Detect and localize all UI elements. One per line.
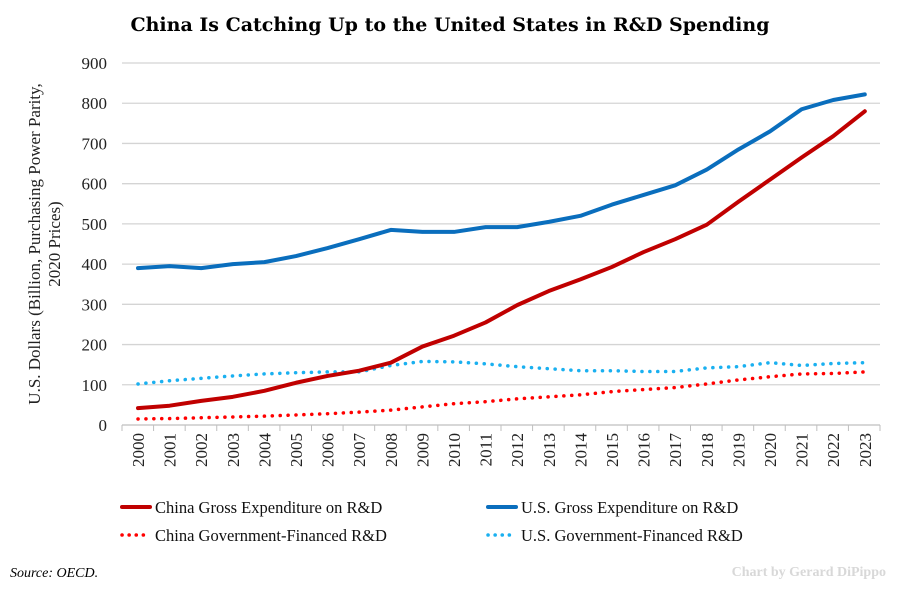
y-tick-label: 400: [82, 255, 108, 274]
x-tick-label: 2013: [540, 433, 559, 467]
series-line-0: [136, 109, 867, 411]
x-tick-label: 2020: [761, 433, 780, 467]
x-tick-label: 2023: [856, 433, 875, 467]
x-tick-label: 2003: [224, 433, 243, 467]
y-tick-label: 900: [82, 54, 108, 73]
y-axis-label-line2: 2020 Prices): [45, 201, 64, 286]
x-tick-label: 2011: [477, 433, 496, 466]
chart-title: China Is Catching Up to the United State…: [130, 14, 770, 36]
y-tick-label: 300: [82, 295, 108, 314]
y-axis-label: U.S. Dollars (Billion, Purchasing Power …: [25, 83, 44, 404]
x-tick-label: 2016: [635, 433, 654, 467]
x-tick-label: 2004: [255, 433, 274, 468]
y-tick-label: 200: [82, 336, 108, 355]
legend-label: U.S. Government-Financed R&D: [521, 526, 743, 545]
legend-label: China Government-Financed R&D: [155, 526, 387, 545]
x-tick-label: 2005: [287, 433, 306, 467]
x-tick-label: 2019: [729, 433, 748, 467]
y-tick-label: 700: [82, 134, 108, 153]
x-tick-label: 2021: [793, 433, 812, 467]
x-tick-label: 2007: [350, 433, 369, 468]
x-tick-label: 2009: [413, 433, 432, 467]
x-tick-label: 2010: [445, 433, 464, 467]
series-line-3: [136, 359, 867, 386]
x-tick-label: 2012: [508, 433, 527, 467]
legend-label: China Gross Expenditure on R&D: [155, 498, 382, 517]
y-tick-label: 800: [82, 94, 108, 113]
x-tick-label: 2002: [192, 433, 211, 467]
credit: Chart by Gerard DiPippo: [731, 565, 886, 580]
series-line-2: [136, 370, 867, 421]
series-line-1: [136, 92, 867, 271]
x-tick-label: 2017: [666, 433, 685, 468]
y-tick-label: 100: [82, 376, 108, 395]
x-tick-label: 2008: [382, 433, 401, 467]
x-tick-label: 2000: [129, 433, 148, 467]
source-note: Source: OECD.: [10, 566, 99, 581]
x-tick-label: 2022: [824, 433, 843, 467]
y-tick-label: 600: [82, 175, 108, 194]
y-tick-label: 0: [99, 416, 108, 435]
y-tick-label: 500: [82, 215, 108, 234]
x-tick-label: 2006: [319, 433, 338, 467]
x-tick-label: 2018: [698, 433, 717, 467]
x-tick-label: 2001: [161, 433, 180, 467]
x-tick-label: 2015: [603, 433, 622, 467]
x-tick-label: 2014: [571, 433, 590, 468]
legend-label: U.S. Gross Expenditure on R&D: [521, 498, 738, 517]
